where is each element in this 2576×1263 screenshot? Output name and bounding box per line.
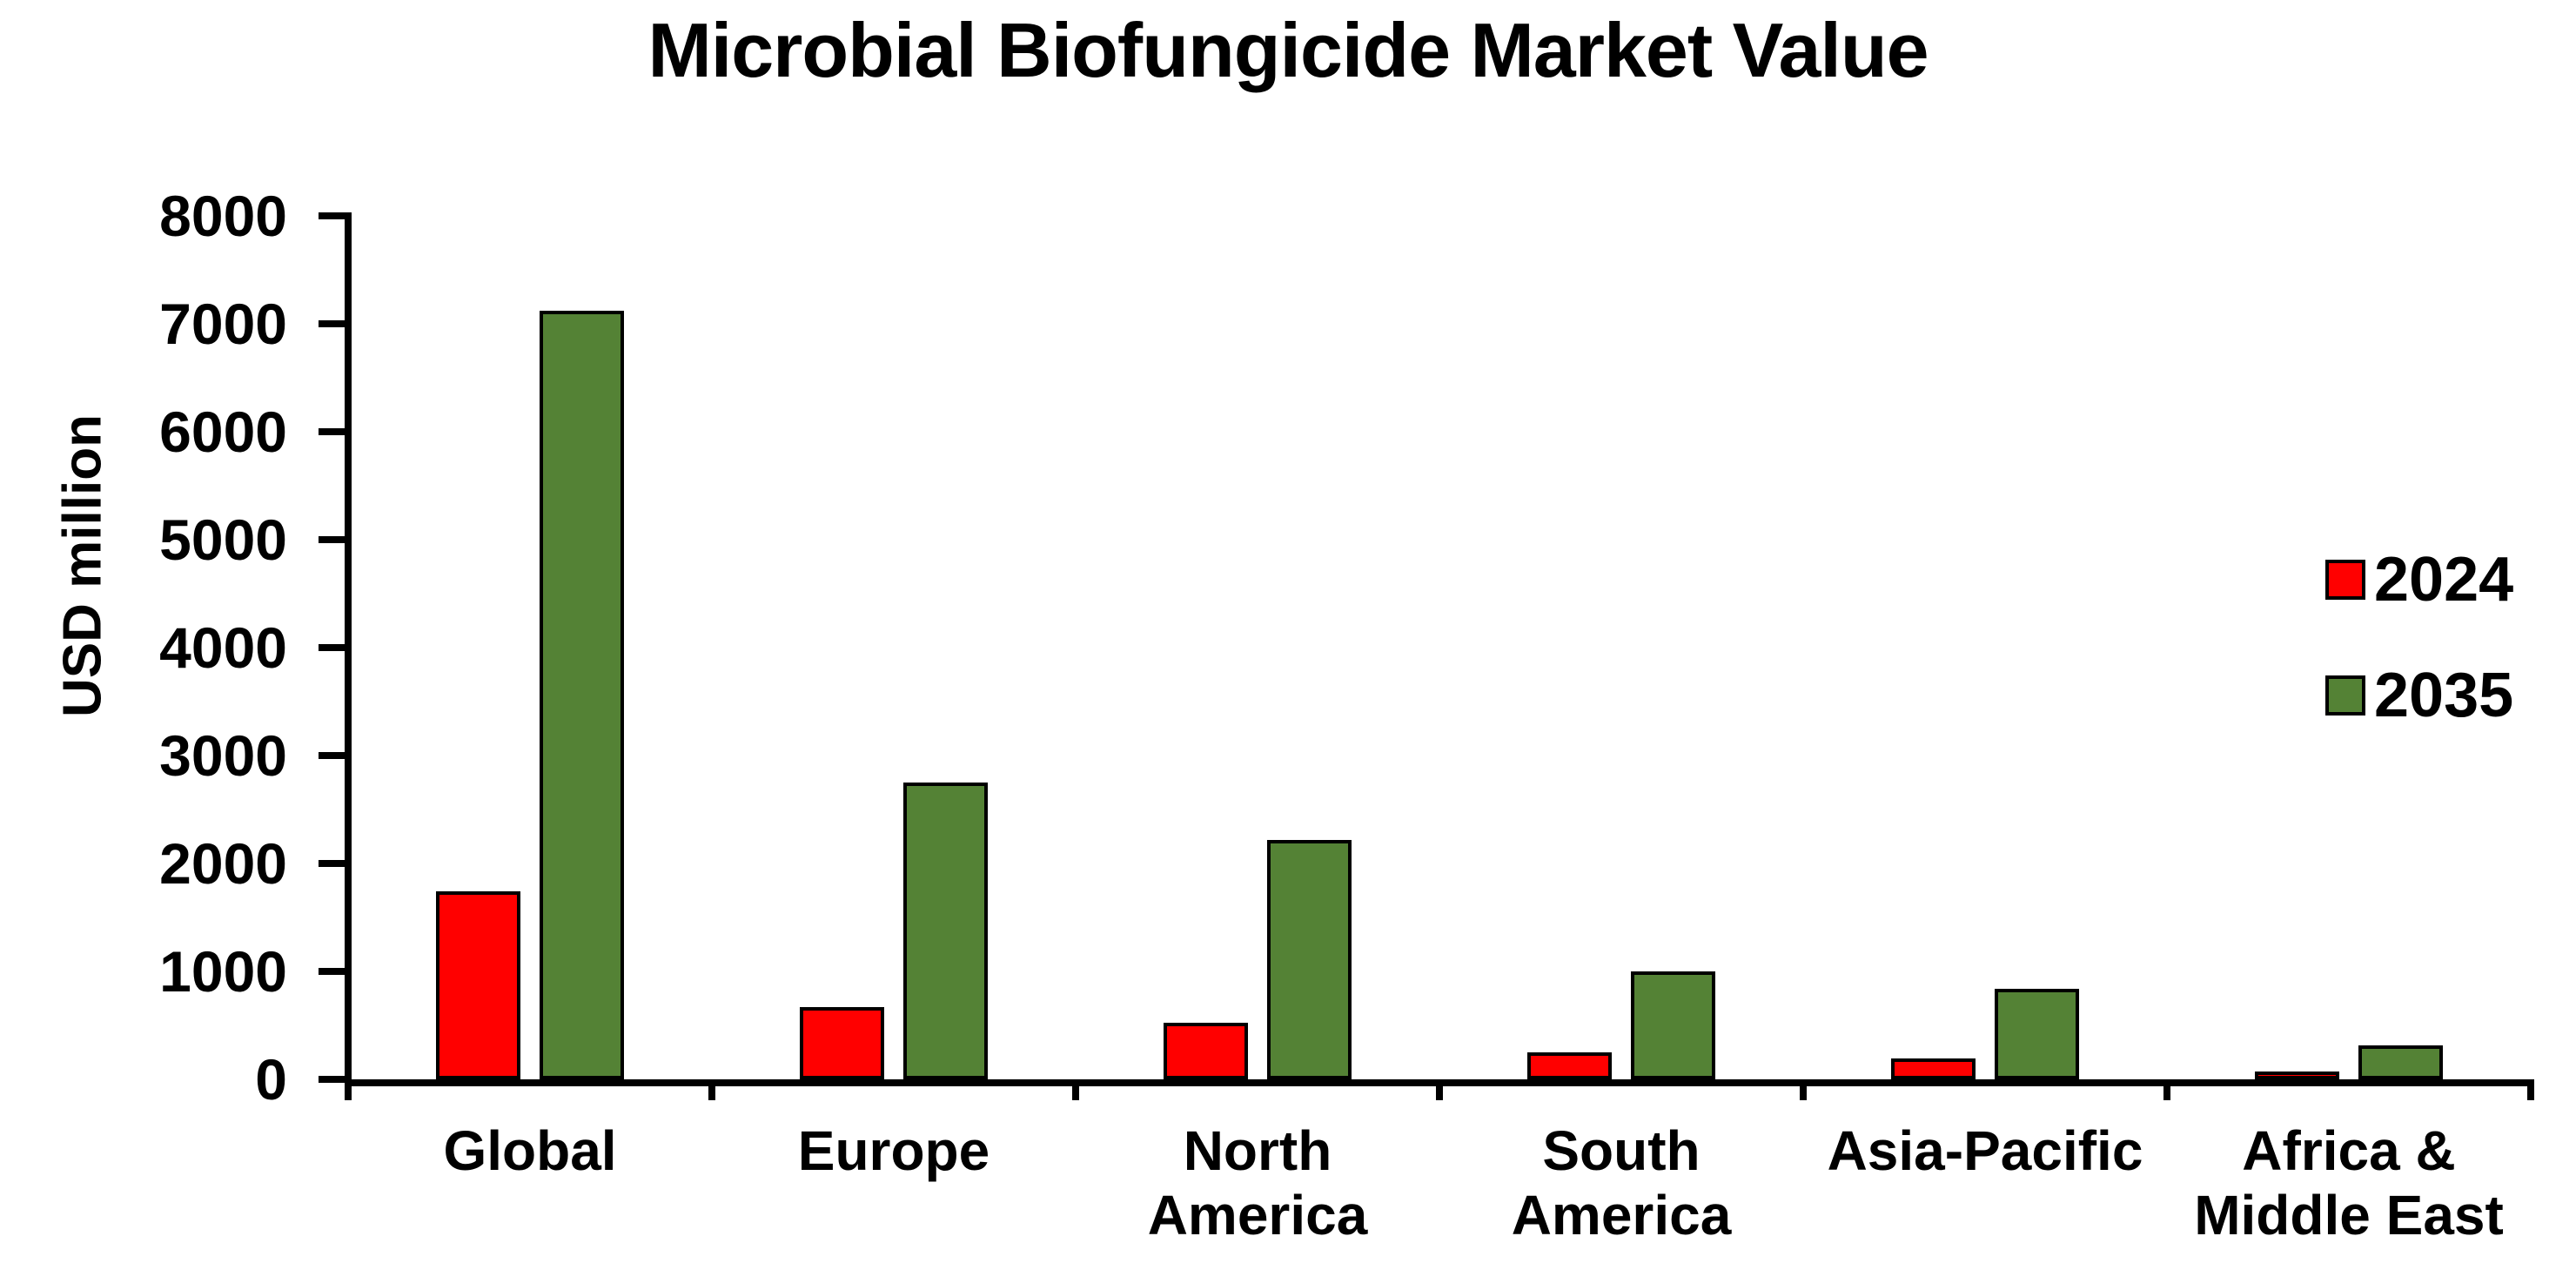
bar-2024-asia-pacific [1891,1058,1976,1079]
legend-item-2035: 2035 [2325,664,2513,727]
y-tick-label: 7000 [159,292,287,356]
bar-2024-north-america [1164,1022,1248,1079]
x-category-label-africa-middle-east: Africa & Middle East [2194,1119,2504,1246]
y-tick-label: 3000 [159,723,287,788]
x-category-label-global: Global [443,1119,617,1182]
x-category-label-north-america: North America [1147,1119,1368,1246]
x-tick [1436,1086,1443,1100]
y-tick-label: 4000 [159,615,287,680]
x-tick [2527,1086,2534,1100]
x-tick [708,1086,715,1100]
y-tick [319,644,348,651]
bar-2024-global [436,891,520,1079]
y-tick [319,860,348,867]
y-tick-label: 6000 [159,400,287,464]
y-tick-label: 5000 [159,507,287,572]
x-category-label-asia-pacific: Asia-Pacific [1827,1119,2143,1182]
bar-2024-south-america [1527,1052,1612,1079]
x-category-label-south-america: South America [1511,1119,1732,1246]
y-tick-label: 0 [255,1047,287,1112]
y-tick [319,428,348,435]
legend-swatch-2024 [2325,560,2365,600]
bar-2024-africa-middle-east [2255,1072,2339,1079]
y-tick [319,1076,348,1083]
y-axis-line [345,212,352,1086]
y-tick [319,968,348,975]
x-tick [345,1086,352,1100]
y-tick-label: 8000 [159,184,287,248]
x-tick [1072,1086,1079,1100]
chart-title: Microbial Biofungicide Market Value [647,7,1929,93]
bar-2024-europe [800,1006,884,1079]
legend-label-2024: 2024 [2374,545,2514,615]
y-tick [319,320,348,327]
y-tick [319,536,348,543]
bar-2035-africa-middle-east [2358,1045,2443,1079]
legend-item-2024: 2024 [2325,548,2513,611]
x-category-label-europe: Europe [797,1119,990,1182]
x-tick [2163,1086,2170,1100]
y-tick [319,752,348,759]
y-tick [319,212,348,219]
bar-2035-north-america [1267,839,1352,1079]
y-tick-label: 1000 [159,939,287,1004]
bar-2035-asia-pacific [1995,988,2079,1079]
bar-2035-global [540,311,624,1079]
y-tick-label: 2000 [159,831,287,896]
bar-2035-europe [903,783,988,1079]
legend-label-2035: 2035 [2374,661,2514,730]
x-tick [1800,1086,1807,1100]
x-axis-line [345,1079,2534,1086]
legend-swatch-2035 [2325,675,2365,715]
bar-2035-south-america [1631,971,1715,1079]
